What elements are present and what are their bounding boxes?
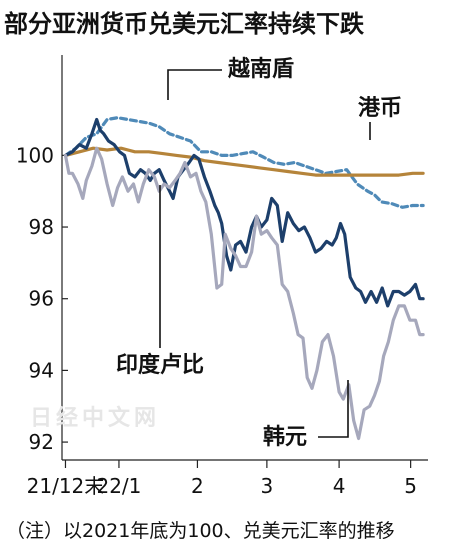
x-tick-label: 3 — [261, 474, 274, 498]
x-tick-label: 5 — [404, 474, 417, 498]
series-line-rupee — [63, 117, 425, 308]
label-leader-dong — [167, 69, 222, 100]
y-tick-label: 92 — [29, 430, 54, 454]
y-tick-label: 96 — [29, 287, 54, 311]
series-label-rupee: 印度卢比 — [116, 352, 204, 378]
x-tick-label: 22/1 — [96, 474, 141, 498]
y-tick-label: 94 — [29, 358, 54, 382]
y-tick-label: 98 — [29, 215, 54, 239]
series-line-hkd — [63, 146, 425, 177]
series-line-dong — [63, 116, 425, 209]
series-line-won — [63, 146, 425, 441]
y-tick-label: 100 — [16, 143, 54, 167]
series-label-dong: 越南盾 — [227, 57, 294, 82]
chart-note: （注）以2021年底为100、兑美元汇率的推移 — [6, 520, 395, 542]
series-label-hkd: 港币 — [358, 96, 402, 121]
watermark: 日经中文网 — [30, 406, 161, 431]
chart-series-layer — [63, 116, 425, 441]
x-tick-label: 2 — [191, 474, 204, 498]
label-leader-won — [318, 380, 349, 438]
series-label-won: 韩元 — [263, 424, 307, 450]
x-tick-label: 21/12末 — [27, 474, 105, 498]
x-tick-label: 4 — [333, 474, 346, 498]
chart-title: 部分亚洲货币兑美元汇率持续下跌 — [4, 10, 364, 38]
